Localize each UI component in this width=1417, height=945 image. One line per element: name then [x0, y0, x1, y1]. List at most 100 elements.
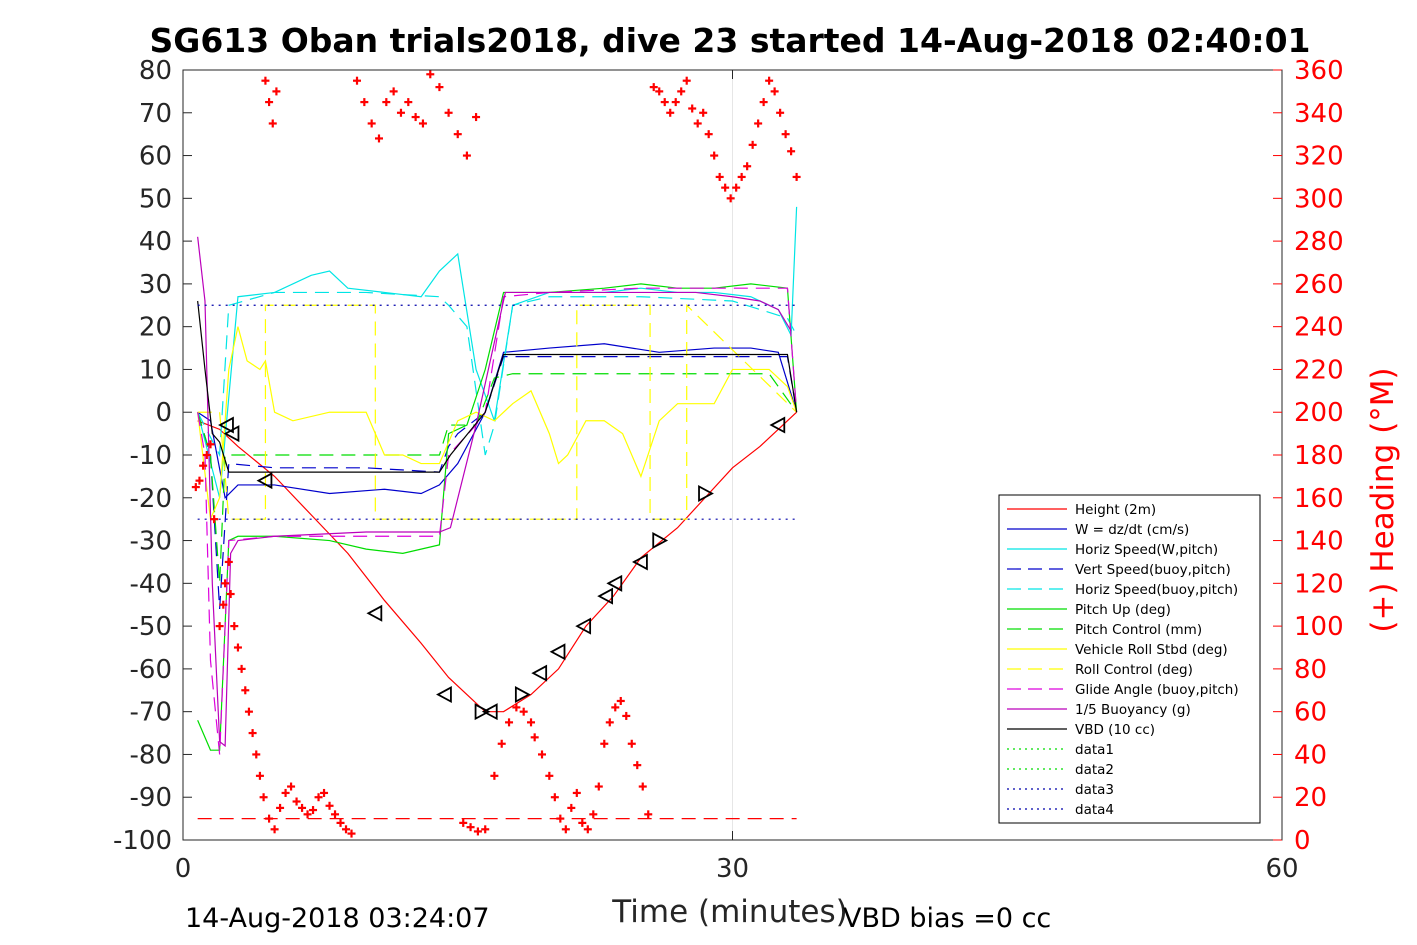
heading-point — [206, 440, 215, 449]
legend-entry-label: Vert Speed(buoy,pitch) — [1075, 562, 1231, 578]
heading-point — [281, 788, 290, 797]
right-y-tick-label: 240 — [1294, 313, 1344, 343]
series-line-horiz-speed-w-pitch- — [197, 206, 798, 498]
heading-point — [331, 810, 340, 819]
legend-entry-label: data4 — [1075, 802, 1114, 818]
right-y-tick-label: 120 — [1294, 569, 1344, 599]
heading-point — [754, 119, 763, 128]
heading-point — [622, 711, 631, 720]
heading-point — [505, 718, 514, 727]
heading-point — [611, 703, 620, 712]
triangle-marker — [223, 425, 240, 443]
y-tick-label: -30 — [130, 527, 172, 557]
heading-point — [644, 810, 653, 819]
y-tick-label: 10 — [139, 355, 172, 385]
heading-point — [781, 130, 790, 139]
legend-entry-label: data1 — [1075, 742, 1114, 758]
right-y-tick-label: 340 — [1294, 99, 1344, 129]
heading-point — [221, 579, 230, 588]
heading-point — [199, 461, 208, 470]
heading-point — [481, 825, 490, 834]
right-y-tick-label: 140 — [1294, 527, 1344, 557]
heading-point — [748, 140, 757, 149]
heading-point — [224, 557, 233, 566]
heading-point — [776, 108, 785, 117]
heading-point — [567, 803, 576, 812]
heading-point — [693, 119, 702, 128]
heading-point — [556, 814, 565, 823]
heading-point — [244, 707, 253, 716]
triangle-marker — [575, 617, 592, 635]
y-tick-label: -20 — [130, 484, 172, 514]
y-tick-label: 0 — [155, 398, 172, 428]
series-line-pitch-up-deg- — [197, 283, 798, 751]
heading-point — [688, 104, 697, 113]
legend: Height (2m) W = dz/dt (cm/s) Horiz Speed(W… — [998, 494, 1261, 824]
heading-point — [272, 87, 281, 96]
triangle-marker — [549, 643, 566, 661]
right-y-tick-label: 280 — [1294, 227, 1344, 257]
triangle-marker — [481, 703, 498, 721]
heading-point — [732, 183, 741, 192]
heading-point — [259, 793, 268, 802]
heading-point — [248, 729, 257, 738]
legend-entry-label: data3 — [1075, 782, 1114, 798]
marker-layer — [218, 416, 786, 721]
right-y-tick-label: 220 — [1294, 355, 1344, 385]
right-y-tick-label: 80 — [1294, 655, 1327, 685]
legend-entry-label: Roll Control (deg) — [1075, 662, 1193, 678]
heading-point — [572, 788, 581, 797]
right-y-tick-label: 0 — [1294, 826, 1311, 856]
legend-entry-label: Pitch Control (mm) — [1075, 622, 1202, 638]
right-y-tick-label: 180 — [1294, 441, 1344, 471]
legend-entry-label: Pitch Up (deg) — [1075, 602, 1171, 618]
y-tick-label: -80 — [130, 740, 172, 770]
triangle-marker — [436, 686, 452, 704]
y-tick-label: 40 — [139, 227, 172, 257]
ticks-layer: 80706050403020100-10-20-30-40-50-60-70-8… — [113, 56, 1344, 884]
heading-point — [600, 739, 609, 748]
heading-point — [671, 98, 680, 107]
legend-entry-label: Glide Angle (buoy,pitch) — [1075, 682, 1239, 698]
y-tick-label: 60 — [139, 142, 172, 172]
series-line-glide-angle-buoy-pitch- — [197, 287, 798, 755]
series-line-vbd-10-cc- — [197, 300, 798, 473]
y-tick-label: -40 — [130, 569, 172, 599]
heading-point — [473, 827, 482, 836]
heading-point — [743, 162, 752, 171]
heading-point — [715, 172, 724, 181]
heading-point — [265, 98, 274, 107]
heading-point — [699, 108, 708, 117]
heading-point — [444, 108, 453, 117]
series-line-horiz-speed-buoy-pitch- — [197, 291, 798, 458]
footer-timestamp: 14-Aug-2018 03:24:07 — [185, 903, 490, 934]
heading-point — [298, 803, 307, 812]
x-tick-label: 0 — [175, 854, 192, 884]
x-tick-label: 60 — [1265, 854, 1298, 884]
heading-point — [347, 829, 356, 838]
heading-point — [325, 801, 334, 810]
y-tick-label: 30 — [139, 270, 172, 300]
heading-point — [704, 130, 713, 139]
heading-point — [721, 183, 730, 192]
footer-vbd-bias: VBD bias =0 cc — [843, 903, 1051, 934]
triangle-marker — [698, 484, 714, 503]
series-line-vert-speed-buoy-pitch- — [197, 356, 798, 610]
triangle-marker — [597, 587, 614, 605]
legend-entry-label: W = dz/dt (cm/s) — [1075, 522, 1189, 538]
heading-point — [519, 707, 528, 716]
heading-point — [342, 825, 351, 834]
triangle-marker — [606, 574, 623, 592]
heading-point — [265, 814, 274, 823]
triangle-marker — [474, 703, 491, 721]
heading-point — [287, 782, 296, 791]
heading-point — [666, 108, 675, 117]
right-y-tick-label: 100 — [1294, 612, 1344, 642]
heading-point — [195, 476, 204, 485]
heading-point — [453, 130, 462, 139]
heading-point — [226, 590, 235, 599]
chart-title: SG613 Oban trials2018, dive 23 started 1… — [149, 21, 1310, 60]
heading-point — [389, 87, 398, 96]
heading-point — [215, 622, 224, 631]
